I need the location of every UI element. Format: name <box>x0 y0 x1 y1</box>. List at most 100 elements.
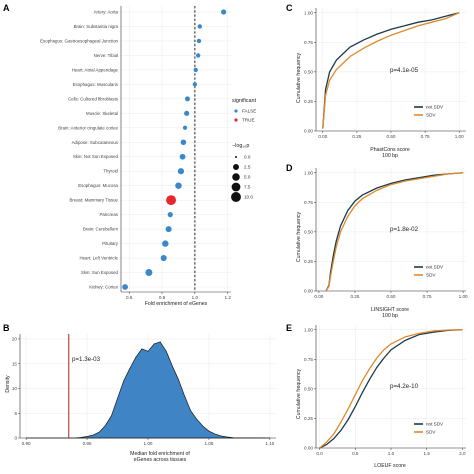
legend-size-dot <box>233 164 239 170</box>
legend-size-label: 10.0 <box>244 195 253 200</box>
c-annotation: p=4.1e-05 <box>390 67 419 74</box>
enrichment-dot <box>196 38 202 44</box>
legend: not SDV SDV <box>414 105 444 118</box>
y-tick-label: 0.50 <box>304 229 313 234</box>
x-axis-label: Fold enrichment of eGenes <box>145 301 208 307</box>
x-tick-label: 0.50 <box>387 294 396 299</box>
legend-size-dot <box>231 192 241 202</box>
enrichment-dot <box>162 240 169 247</box>
legend-false-dot <box>234 109 238 113</box>
panel-d-letter: D <box>286 163 293 173</box>
panel-a-dotplot: Artery: Aorta Brain: Substantia nigra Esop… <box>40 6 256 307</box>
panel-b-letter: B <box>3 323 10 333</box>
axes: 0.00 0.25 0.50 0.75 1.00 0.00 0.25 0.50 0.75 1.00 <box>304 168 468 299</box>
legend-size-label: 2.5 <box>244 165 251 170</box>
category-label: Brain: Substantia nigra <box>74 24 119 29</box>
x-tick-label: 0.5 <box>352 451 359 456</box>
legend-true-dot <box>234 118 238 122</box>
x-axis-label: LINSIGHT score 100 bp <box>371 307 409 319</box>
x-tick-label: 0.75 <box>421 134 430 139</box>
ecdf-line-sdv <box>319 329 463 449</box>
y-tick-label: 0.00 <box>304 289 313 294</box>
x-tick-label: 0.00 <box>318 134 327 139</box>
category-label: Breast: Mammary Tissue <box>69 198 118 203</box>
x-tick-label: 1.00 <box>459 294 468 299</box>
legend-true-label: TRUE <box>242 118 255 123</box>
axes: 0.00 0.25 0.50 0.75 1.00 0.00 0.25 0.50 0.75 1.00 <box>304 8 466 139</box>
panel-e-ecdf: 0.0 0.5 1.0 1.5 2.0 0.00 0.25 0.50 0.75 1.00 p=4.… <box>296 325 466 469</box>
legend-size-label: 5.0 <box>244 175 251 180</box>
d-annotation: p=1.8e-02 <box>390 226 419 233</box>
label-line: 100 bp <box>382 153 398 159</box>
category-label: Esophagus: Mucosa <box>78 183 118 188</box>
x-tick-label: 0.25 <box>352 134 361 139</box>
enrichment-dot <box>175 182 182 189</box>
category-label: Artery: Aorta <box>94 10 119 15</box>
category-label: Brain: Cerebellum <box>83 227 118 232</box>
legend-false-label: FALSE <box>242 109 256 114</box>
y-tick-label: 0.50 <box>304 386 313 391</box>
b-annotation: p=1.3e-03 <box>72 356 101 363</box>
y-axis-label: Cumulative frequency <box>296 369 302 420</box>
y-tick-label: 10 <box>12 386 18 391</box>
category-label: Pancreas <box>99 212 118 217</box>
e-annotation: p=4.2e-10 <box>390 383 419 390</box>
panel-a-letter: A <box>3 3 10 13</box>
enrichment-dot <box>160 254 167 262</box>
label-line: PhastCons score <box>370 147 410 153</box>
legend-size-dot <box>232 173 240 181</box>
category-labels: Artery: Aorta Brain: Substantia nigra Esop… <box>40 10 119 290</box>
enrichment-dot <box>221 9 227 15</box>
x-tick-label: 1.5 <box>424 451 431 456</box>
y-tick-label: 0.75 <box>304 40 313 45</box>
category-label: Skin: Sun Exposed <box>81 270 119 275</box>
label-line: eGenes across tissues <box>134 457 187 463</box>
y-tick-label: 5 <box>14 411 17 416</box>
legend-size-dot <box>235 156 237 158</box>
legend: significant FALSE TRUE −log₁₀p 0.0 2.5 5.0… <box>231 98 256 202</box>
y-tick-label: 0.00 <box>304 446 313 451</box>
y-axis-label: Cumulative frequency <box>296 212 302 263</box>
x-tick-label: 1.05 <box>204 441 213 446</box>
x-tick-label: 0.8 <box>159 295 166 300</box>
category-label: Brain: Anterior cingulate cortex <box>58 125 119 130</box>
category-label: Esophagus: Muscularis <box>73 82 119 87</box>
y-tick-label: 0.00 <box>304 129 313 134</box>
legend-label: not SDV <box>426 265 444 270</box>
category-label: Muscle: Skeletal <box>86 111 118 116</box>
category-label: Adipose: Subcutaneous <box>72 140 119 145</box>
y-tick-label: 1.00 <box>304 170 313 175</box>
x-tick-label: 0.95 <box>83 441 92 446</box>
label-line: 100 bp <box>382 313 398 319</box>
category-label: Kidney: Cortex <box>89 285 119 290</box>
category-label: Heart: Atrial Appendage <box>72 67 119 72</box>
ecdf-lines <box>322 12 460 129</box>
panel-d-ecdf: 0.00 0.25 0.50 0.75 1.00 0.00 0.25 0.50 0.75 1.00… <box>296 168 468 319</box>
y-tick-label: 15 <box>12 361 18 366</box>
x-axis-label: Median fold enrichment of eGenes across t… <box>130 451 190 463</box>
enrichment-dot <box>185 96 190 102</box>
enrichment-dot <box>165 226 172 233</box>
x-tick-label: 0.75 <box>423 294 432 299</box>
panel-b-density: 0.90 0.95 1.00 1.05 1.10 0 5 10 15 20 p=1.3e-03 D… <box>5 334 276 463</box>
x-tick-label: 0.6 <box>126 295 133 300</box>
density-marks <box>26 334 270 439</box>
x-axis-label: LOEUF score <box>374 463 406 469</box>
enrichment-dot <box>167 212 173 218</box>
enrichment-dot <box>197 24 202 29</box>
y-tick-label: 0.25 <box>304 259 313 264</box>
panel-e-letter: E <box>286 323 292 333</box>
legend-label: SDV <box>426 113 436 118</box>
enrichment-dots <box>121 6 231 292</box>
x-tick-label: 1.0 <box>192 295 199 300</box>
y-tick-label: 0.50 <box>304 69 313 74</box>
ecdf-line-not-sdv <box>322 12 460 129</box>
y-tick-label: 0.25 <box>304 416 313 421</box>
ecdf-line-sdv <box>322 12 460 129</box>
category-label: Nerve: Tibial <box>94 53 118 58</box>
x-tick-label: 0.00 <box>314 294 323 299</box>
x-tick-label: 1.0 <box>388 451 395 456</box>
ecdf-line-not-sdv <box>319 329 463 449</box>
y-axis-label: Density <box>5 375 11 393</box>
